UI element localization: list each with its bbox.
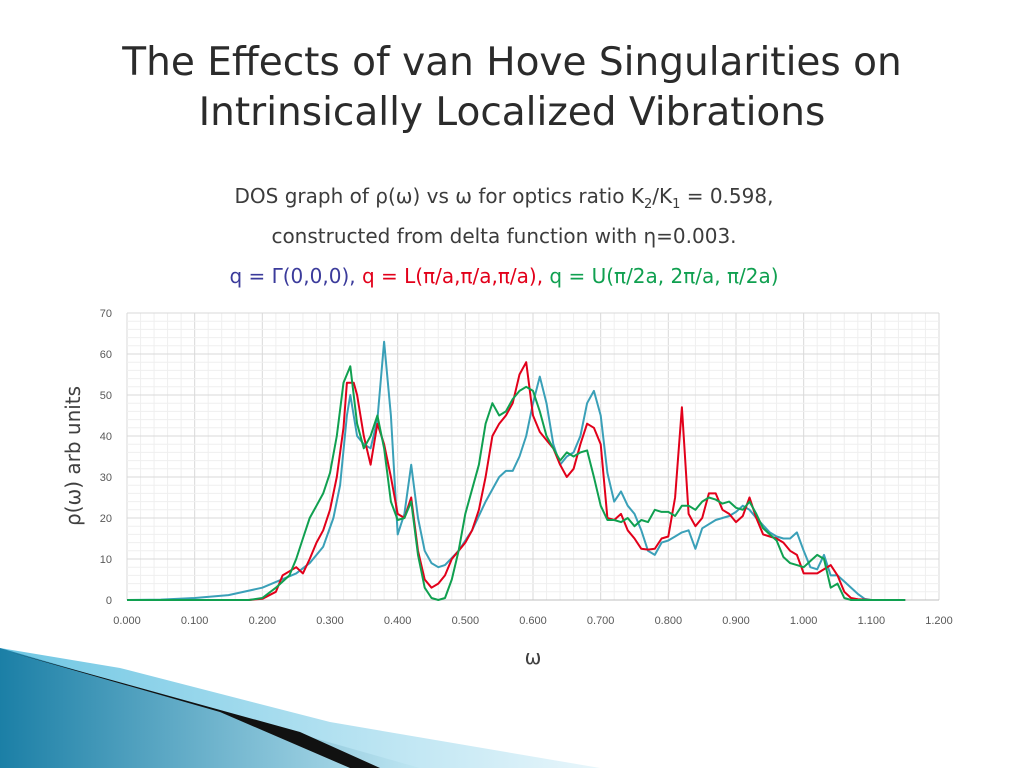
x-tick-label: 0.300	[316, 615, 344, 627]
q-U-label: q = U(π/2a, 2π/a, π/2a)	[549, 264, 779, 288]
y-tick-label: 50	[100, 390, 112, 402]
x-tick-label: 0.800	[655, 615, 683, 627]
x-tick-label: 0.600	[519, 615, 547, 627]
y-tick-label: 40	[100, 431, 112, 443]
slide-title: The Effects of van Hove Singularities on…	[0, 38, 1024, 138]
subscript-2: 2	[643, 197, 653, 212]
subtitle-text-c: = 0.598,	[680, 184, 774, 208]
y-tick-label: 70	[100, 308, 112, 320]
y-tick-label: 60	[100, 349, 112, 361]
x-tick-label: 1.100	[858, 615, 886, 627]
x-tick-label: 1.000	[790, 615, 818, 627]
y-tick-label: 30	[100, 472, 112, 484]
x-tick-label: 1.200	[925, 615, 953, 627]
subtitle-text-a: DOS graph of ρ(ω) vs ω for optics ratio …	[234, 184, 644, 208]
y-tick-label: 10	[100, 554, 112, 566]
subtitle-line-2: constructed from delta function with η=0…	[271, 224, 737, 248]
y-tick-label: 0	[106, 595, 112, 607]
x-tick-label: 0.100	[181, 615, 209, 627]
q-gamma-label: q = Γ(0,0,0),	[229, 264, 356, 288]
subscript-1: 1	[672, 197, 681, 212]
series-line-3	[127, 365, 906, 601]
title-line-1: The Effects of van Hove Singularities on	[122, 40, 902, 85]
x-tick-label: 0.400	[384, 615, 412, 627]
x-tick-label: 0.500	[452, 615, 480, 627]
subtitle-line-1: DOS graph of ρ(ω) vs ω for optics ratio …	[0, 184, 1008, 212]
x-tick-label: 0.900	[722, 615, 750, 627]
q-L-label: q = L(π/a,π/a,π/a),	[361, 264, 544, 288]
x-tick-label: 0.200	[249, 615, 277, 627]
y-tick-label: 20	[100, 513, 112, 525]
x-tick-label: 0.700	[587, 615, 615, 627]
x-tick-label: 0.000	[113, 615, 141, 627]
x-axis-title: ω	[525, 645, 542, 669]
q-points-line: q = Γ(0,0,0), q = L(π/a,π/a,π/a), q = U(…	[0, 264, 1008, 288]
subtitle-text-b: /K	[652, 184, 673, 208]
title-line-2: Intrinsically Localized Vibrations	[198, 90, 826, 135]
y-axis-title: ρ(ω) arb units	[61, 386, 85, 526]
